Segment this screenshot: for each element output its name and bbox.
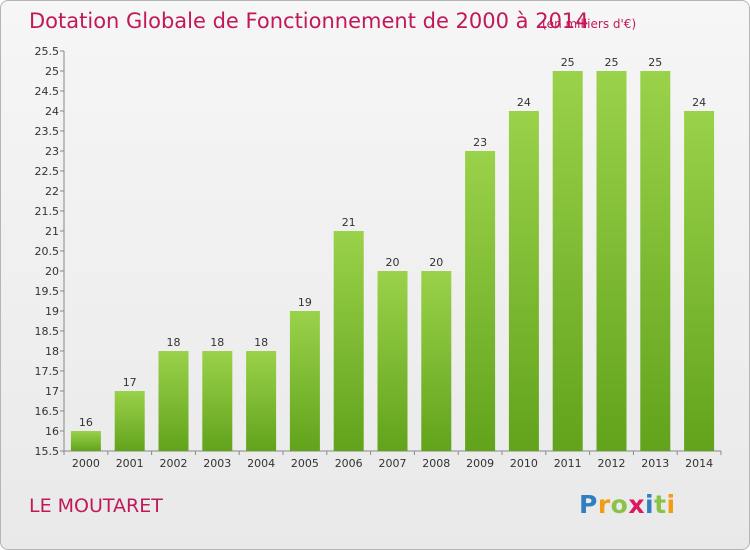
bar-2007 (377, 271, 408, 451)
y-axis: 15.5 16 16.5 17 17.5 18 18.5 19 19.5 20 20.5 21 21.5… (35, 45, 65, 458)
y-tick-label: 21 (45, 225, 59, 238)
x-axis: 2000 2001 2002 2003 2004 2005 2006 2007 2008 2009… (63, 450, 722, 470)
x-tick-label: 2002 (160, 457, 188, 470)
y-tick-label: 20.5 (35, 245, 60, 258)
x-tick-label: 2009 (466, 457, 494, 470)
bar-2012 (596, 71, 627, 451)
x-tick-label: 2011 (554, 457, 582, 470)
bar-value-label: 24 (692, 96, 706, 109)
y-tick-label: 16 (45, 425, 59, 438)
x-tick-label: 2013 (641, 457, 669, 470)
bar-2013 (640, 71, 671, 451)
bars-group: 16 17 18 18 18 19 21 20 20 23 24 25 25 25 24 (70, 56, 715, 451)
bar-2011 (552, 71, 583, 451)
proxiti-logo: Proxiti (579, 490, 676, 519)
y-tick-label: 16.5 (35, 405, 60, 418)
bar-value-label: 20 (386, 256, 400, 269)
y-tick-label: 17 (45, 385, 59, 398)
logo-letter: P (579, 490, 598, 519)
x-tick-label: 2007 (379, 457, 407, 470)
y-tick-label: 19 (45, 305, 59, 318)
x-tick-label: 2012 (598, 457, 626, 470)
bar-value-label: 18 (167, 336, 181, 349)
y-tick-label: 23 (45, 145, 59, 158)
y-tick-label: 18.5 (35, 325, 60, 338)
commune-name: LE MOUTARET (29, 495, 163, 517)
bar-value-label: 19 (298, 296, 312, 309)
bar-value-label: 21 (342, 216, 356, 229)
bar-value-label: 25 (561, 56, 575, 69)
x-tick-label: 2008 (422, 457, 450, 470)
x-tick-label: 2006 (335, 457, 363, 470)
y-tick-label: 22.5 (35, 165, 60, 178)
bar-value-label: 25 (605, 56, 619, 69)
chart-subtitle: (en milliers d'€) (542, 17, 637, 31)
x-tick-label: 2014 (685, 457, 713, 470)
y-tick-label: 22 (45, 185, 59, 198)
y-tick-label: 19.5 (35, 285, 60, 298)
bar-2003 (202, 351, 233, 451)
y-tick-label: 25 (45, 65, 59, 78)
y-tick-label: 24 (45, 105, 59, 118)
logo-letter: i (645, 490, 655, 519)
x-tick-label: 2000 (72, 457, 100, 470)
bar-value-label: 23 (473, 136, 487, 149)
logo-letter: t (654, 490, 667, 519)
y-tick-label: 25.5 (35, 45, 60, 58)
y-tick-label: 15.5 (35, 445, 60, 458)
bar-2009 (465, 151, 496, 451)
bar-2005 (289, 311, 320, 451)
bar-2008 (421, 271, 452, 451)
logo-letter: o (610, 490, 629, 519)
y-tick-label: 24.5 (35, 85, 60, 98)
x-tick-label: 2001 (116, 457, 144, 470)
bar-2000 (70, 431, 101, 451)
bar-value-label: 25 (648, 56, 662, 69)
x-tick-label: 2010 (510, 457, 538, 470)
bar-value-label: 20 (429, 256, 443, 269)
bar-value-label: 16 (79, 416, 93, 429)
y-tick-label: 18 (45, 345, 59, 358)
bar-2014 (684, 111, 715, 451)
bar-2001 (114, 391, 145, 451)
logo-letter: x (628, 490, 645, 519)
logo-letter: i (666, 490, 676, 519)
x-tick-label: 2005 (291, 457, 319, 470)
bar-value-label: 24 (517, 96, 531, 109)
bar-value-label: 18 (210, 336, 224, 349)
bar-2010 (508, 111, 539, 451)
chart-title: Dotation Globale de Fonctionnement de 20… (29, 9, 589, 33)
y-tick-label: 21.5 (35, 205, 60, 218)
y-tick-label: 23.5 (35, 125, 60, 138)
y-tick-label: 17.5 (35, 365, 60, 378)
bar-value-label: 17 (123, 376, 137, 389)
bar-2002 (158, 351, 189, 451)
x-tick-label: 2003 (203, 457, 231, 470)
x-tick-label: 2004 (247, 457, 275, 470)
bar-2004 (246, 351, 277, 451)
bar-value-label: 18 (254, 336, 268, 349)
y-tick-label: 20 (45, 265, 59, 278)
bar-2006 (333, 231, 364, 451)
logo-letter: r (597, 490, 611, 519)
